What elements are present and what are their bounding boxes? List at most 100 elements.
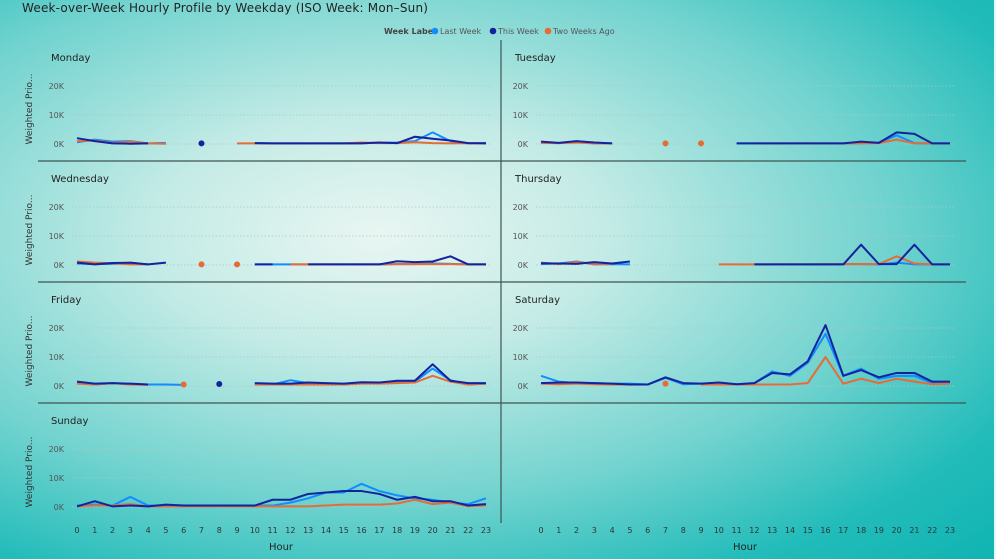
y-tick-label: 0K [54,503,65,512]
x-tick-label: 3 [128,526,133,535]
x-tick-label: 4 [610,526,615,535]
data-point [234,261,241,268]
series-line [540,332,951,386]
legend-label: Last Week [440,27,481,36]
data-point [662,140,669,147]
x-axis: 0 1 2 3 4 5 6 7 8 9 10 11 12 13 14 15 16 17 18 19 20 21 22 23Ho… [74,526,491,553]
y-tick-label: 10K [49,474,65,483]
legend-item[interactable]: Two Weeks Ago [544,27,615,36]
data-point [180,381,187,388]
legend-item[interactable]: Last Week [431,27,482,36]
y-axis-title: Weighted Prio... [25,195,35,266]
panel-label: Wednesday [51,174,109,185]
y-tick-label: 0K [54,261,65,270]
x-tick-label: 21 [909,526,919,535]
y-tick-label: 10K [49,353,65,362]
series-line [701,356,951,386]
panel-label: Saturday [515,295,560,306]
x-tick-label: 15 [803,526,813,535]
x-tick-label: 13 [303,526,313,535]
data-point [698,140,705,147]
y-tick-label: 20K [513,203,529,212]
x-tick-label: 15 [339,526,349,535]
data-point [198,261,205,268]
x-tick-label: 1 [92,526,97,535]
series-this-week [76,255,486,266]
data-point [216,380,223,387]
x-axis-title: Hour [733,542,758,553]
series-line [308,255,486,266]
y-tick-label: 20K [49,445,65,454]
panel-label: Monday [51,53,91,64]
y-tick-label: 0K [518,140,529,149]
x-tick-label: 17 [374,526,384,535]
series-last-week [540,332,951,386]
legend-marker [431,27,439,35]
x-tick-label: 9 [698,526,703,535]
x-tick-label: 2 [574,526,579,535]
x-tick-label: 14 [321,526,331,535]
panel-wednesday: Wednesday Weighted Prio... 0K 10K 20K [25,174,491,270]
x-tick-label: 12 [749,526,759,535]
y-tick-label: 20K [513,324,529,333]
x-tick-label: 2 [110,526,115,535]
data-point [662,380,669,387]
series-this-week [76,135,487,147]
y-tick-label: 10K [513,111,529,120]
series-line [254,135,487,145]
series-line [540,140,613,145]
y-tick-label: 10K [513,232,529,241]
series-line [540,260,631,265]
x-tick-label: 23 [945,526,955,535]
series-line [76,137,149,145]
legend[interactable]: Week Label Last Week This Week Two Weeks Ag… [384,27,615,36]
series-line [76,490,487,508]
series-this-week [76,363,486,387]
legend-label: Two Weeks Ago [552,27,615,36]
x-tick-label: 18 [392,526,402,535]
x-tick-label: 8 [217,526,222,535]
panel-label: Friday [51,295,81,306]
x-tick-label: 7 [199,526,204,535]
panel-label: Tuesday [514,53,556,64]
panel-sunday: Sunday Weighted Prio... 0K 10K 20K [25,416,491,512]
x-tick-label: 1 [556,526,561,535]
y-tick-label: 10K [49,232,65,241]
series-line [76,261,167,266]
x-tick-label: 6 [645,526,650,535]
x-tick-label: 3 [592,526,597,535]
y-axis-title: Weighted Prio... [25,437,35,508]
x-tick-label: 14 [785,526,795,535]
series-line [736,131,950,145]
x-tick-label: 4 [146,526,151,535]
series-line [254,374,487,386]
y-axis-title: Weighted Prio... [25,316,35,387]
x-tick-label: 19 [410,526,420,535]
y-tick-label: 10K [513,353,529,362]
x-tick-label: 19 [874,526,884,535]
legend-marker [544,27,552,35]
legend-item[interactable]: This Week [489,27,539,36]
legend-marker [489,27,497,35]
x-tick-label: 17 [838,526,848,535]
panel-label: Sunday [51,416,88,427]
x-tick-label: 10 [250,526,260,535]
x-tick-label: 5 [163,526,168,535]
panel-friday: Friday Weighted Prio... 0K 10K 20K [25,295,491,391]
panel-saturday: Saturday 0K 10K 20K [513,295,955,391]
series-this-week [540,131,950,145]
series-line [76,380,149,386]
x-tick-label: 20 [892,526,902,535]
y-tick-label: 20K [513,82,529,91]
x-tick-label: 5 [627,526,632,535]
x-tick-label: 22 [927,526,937,535]
x-tick-label: 20 [428,526,438,535]
series-this-week [76,490,487,508]
panel-thursday: Thursday 0K 10K 20K [513,174,955,270]
y-tick-label: 10K [49,111,65,120]
series-this-week [540,243,950,266]
x-tick-label: 11 [732,526,742,535]
y-tick-label: 20K [49,324,65,333]
series-two-weeks-ago [540,356,951,387]
